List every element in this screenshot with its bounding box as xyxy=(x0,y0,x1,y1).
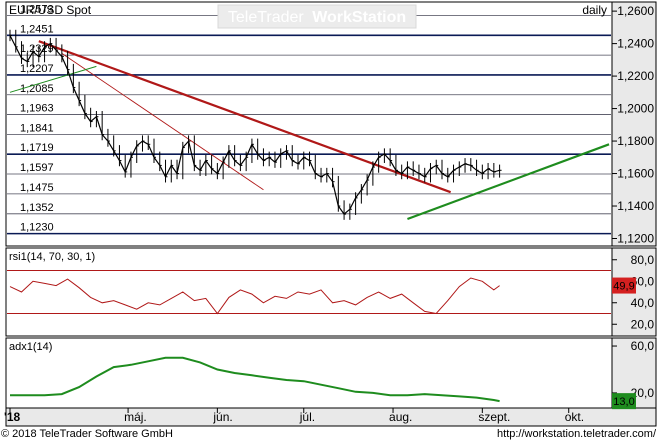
rsi-axis-label: 60,0 xyxy=(631,274,655,288)
trendline-channel_down xyxy=(61,52,264,191)
source-url-link[interactable]: http://workstation.teletrader.com/ xyxy=(497,428,656,440)
rsi-panel-frame xyxy=(5,247,613,337)
price-axis-label: 1,2000 xyxy=(617,102,654,116)
adx-axis-label: 20,0 xyxy=(631,386,655,400)
rsi-axis-label: 20,0 xyxy=(631,317,655,331)
time-axis-label: okt. xyxy=(565,410,584,424)
time-axis-label: aug. xyxy=(389,410,412,424)
trendline-trend_up xyxy=(407,143,610,221)
price-panel-frame xyxy=(5,1,613,247)
fib-level-label: 1,2451 xyxy=(20,23,54,35)
interval-label: daily xyxy=(582,3,607,17)
price-axis-label: 1,1600 xyxy=(617,167,654,181)
fib-level-label: 1,1230 xyxy=(20,222,54,234)
price-axis-label: 1,2200 xyxy=(617,69,654,83)
time-axis-panel xyxy=(5,407,657,427)
rsi-axis-label: 80,0 xyxy=(631,253,655,267)
fib-level-label: 1,1597 xyxy=(20,162,54,174)
price-axis-label: 1,1200 xyxy=(617,232,654,246)
time-axis-label: '18 xyxy=(4,410,21,424)
adx-panel-frame xyxy=(5,337,613,409)
price-series-line xyxy=(9,35,500,215)
copyright-text: © 2018 TeleTrader Software GmbH xyxy=(1,428,173,440)
fib-level-label: 1,1719 xyxy=(20,142,54,154)
fib-level-label: 1,2573 xyxy=(20,4,54,16)
watermark-part-1: TeleTrader xyxy=(228,9,305,26)
fib-level-label: 1,2085 xyxy=(20,83,54,95)
adx-last-value-badge xyxy=(612,393,636,410)
trendline-trend_up_start xyxy=(9,65,97,93)
rsi-axis-label: 40,0 xyxy=(631,296,655,310)
adx-axis-label: 60,0 xyxy=(631,339,655,353)
time-axis-label: jún. xyxy=(212,410,232,424)
fib-level-label: 1,1963 xyxy=(20,103,54,115)
price-axis-label: 1,2600 xyxy=(617,4,654,18)
symbol-label: EUR/USD Spot xyxy=(9,3,92,17)
rsi-series-line xyxy=(9,277,500,315)
adx-last-value: 13,0 xyxy=(613,396,634,408)
rsi-last-value: 49,9 xyxy=(613,281,634,293)
time-axis-label: júl. xyxy=(299,410,315,424)
watermark-box xyxy=(217,4,417,29)
fib-level-label: 1,1352 xyxy=(20,202,54,214)
time-axis-label: szept. xyxy=(478,410,510,424)
rsi-last-value-badge xyxy=(612,277,636,294)
price-axis-label: 1,1800 xyxy=(617,134,654,148)
watermark-part-2: WorkStation xyxy=(312,9,406,26)
price-axis-label: 1,1400 xyxy=(617,199,654,213)
watermark-text: TeleTrader WorkStation xyxy=(228,9,406,26)
trendline-trend_down xyxy=(38,40,452,194)
price-axis-label: 1,2400 xyxy=(617,37,654,51)
fib-level-label: 1,1475 xyxy=(20,182,54,194)
adx-series-line xyxy=(10,356,500,403)
fib-level-label: 1,1841 xyxy=(20,122,54,134)
time-axis-label: máj. xyxy=(124,410,147,424)
rsi-title: rsi1(14, 70, 30, 1) xyxy=(9,251,95,263)
fib-level-label: 1,2207 xyxy=(20,63,54,75)
adx-title: adx1(14) xyxy=(9,341,52,353)
price-axis-panel xyxy=(611,1,657,247)
